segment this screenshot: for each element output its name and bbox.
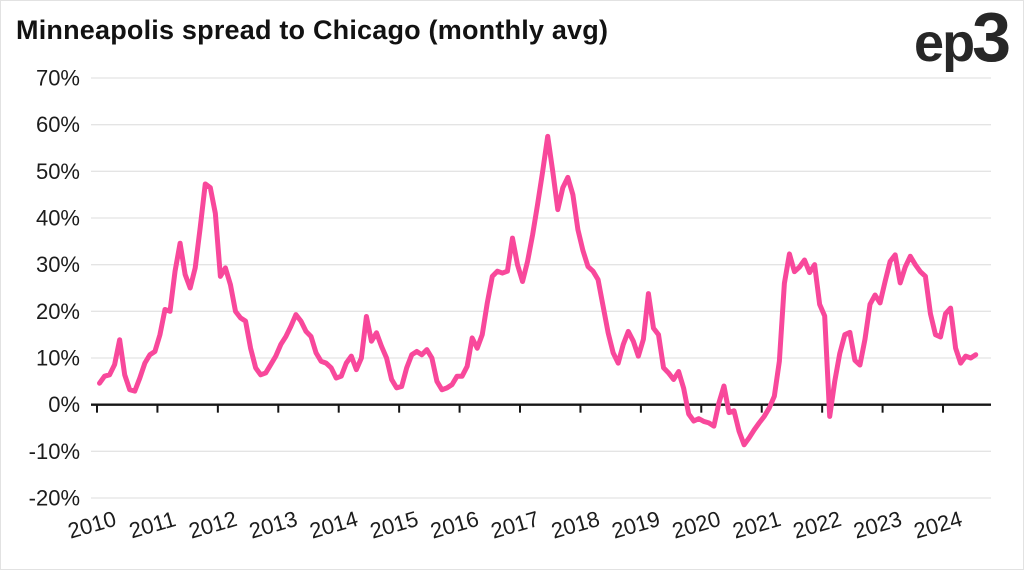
spread-line-series [97, 133, 979, 448]
logo-text-3: 3 [972, 0, 1011, 76]
y-axis-label: 50% [36, 159, 80, 184]
x-axis-label: 2013 [246, 506, 300, 544]
y-axis-label: 10% [36, 346, 80, 371]
x-axis-label: 2014 [307, 506, 361, 544]
y-gridlines [91, 77, 991, 499]
y-axis-label: 20% [36, 299, 80, 324]
x-axis-label: 2011 [126, 506, 178, 543]
y-axis-label: -20% [29, 486, 80, 511]
y-axis-labels: 70% 60% 50% 40% 30% 20% 10% 0% -10% -20% [29, 66, 80, 511]
x-axis-label: 2021 [730, 506, 784, 544]
x-axis-label: 2024 [911, 506, 965, 544]
x-axis-label: 2010 [65, 506, 119, 544]
x-axis-labels: 2010 2011 2012 2013 2014 2015 2016 2017 2018 2019… [65, 506, 965, 544]
x-axis-label: 2017 [488, 506, 542, 544]
y-axis-label: 0% [48, 392, 80, 417]
x-axis-label: 2019 [609, 506, 663, 544]
ep3-logo: ep 3 [914, 0, 1011, 77]
x-axis-label: 2018 [548, 506, 602, 544]
y-axis-label: -10% [29, 439, 80, 464]
y-axis-label: 70% [36, 66, 80, 91]
x-axis-label: 2020 [669, 506, 723, 544]
y-axis-label: 30% [36, 252, 80, 277]
x-axis-label: 2015 [367, 506, 421, 544]
x-axis-label: 2023 [851, 506, 905, 544]
y-axis-label: 40% [36, 206, 80, 231]
logo-text-ep: ep [914, 13, 975, 73]
x-axis-label: 2012 [186, 506, 240, 544]
y-axis-label: 60% [36, 112, 80, 137]
chart-title: Minneapolis spread to Chicago (monthly a… [16, 15, 609, 45]
x-axis-label: 2022 [790, 506, 844, 544]
x-axis-label: 2016 [428, 506, 482, 544]
year-ticks [96, 404, 945, 413]
